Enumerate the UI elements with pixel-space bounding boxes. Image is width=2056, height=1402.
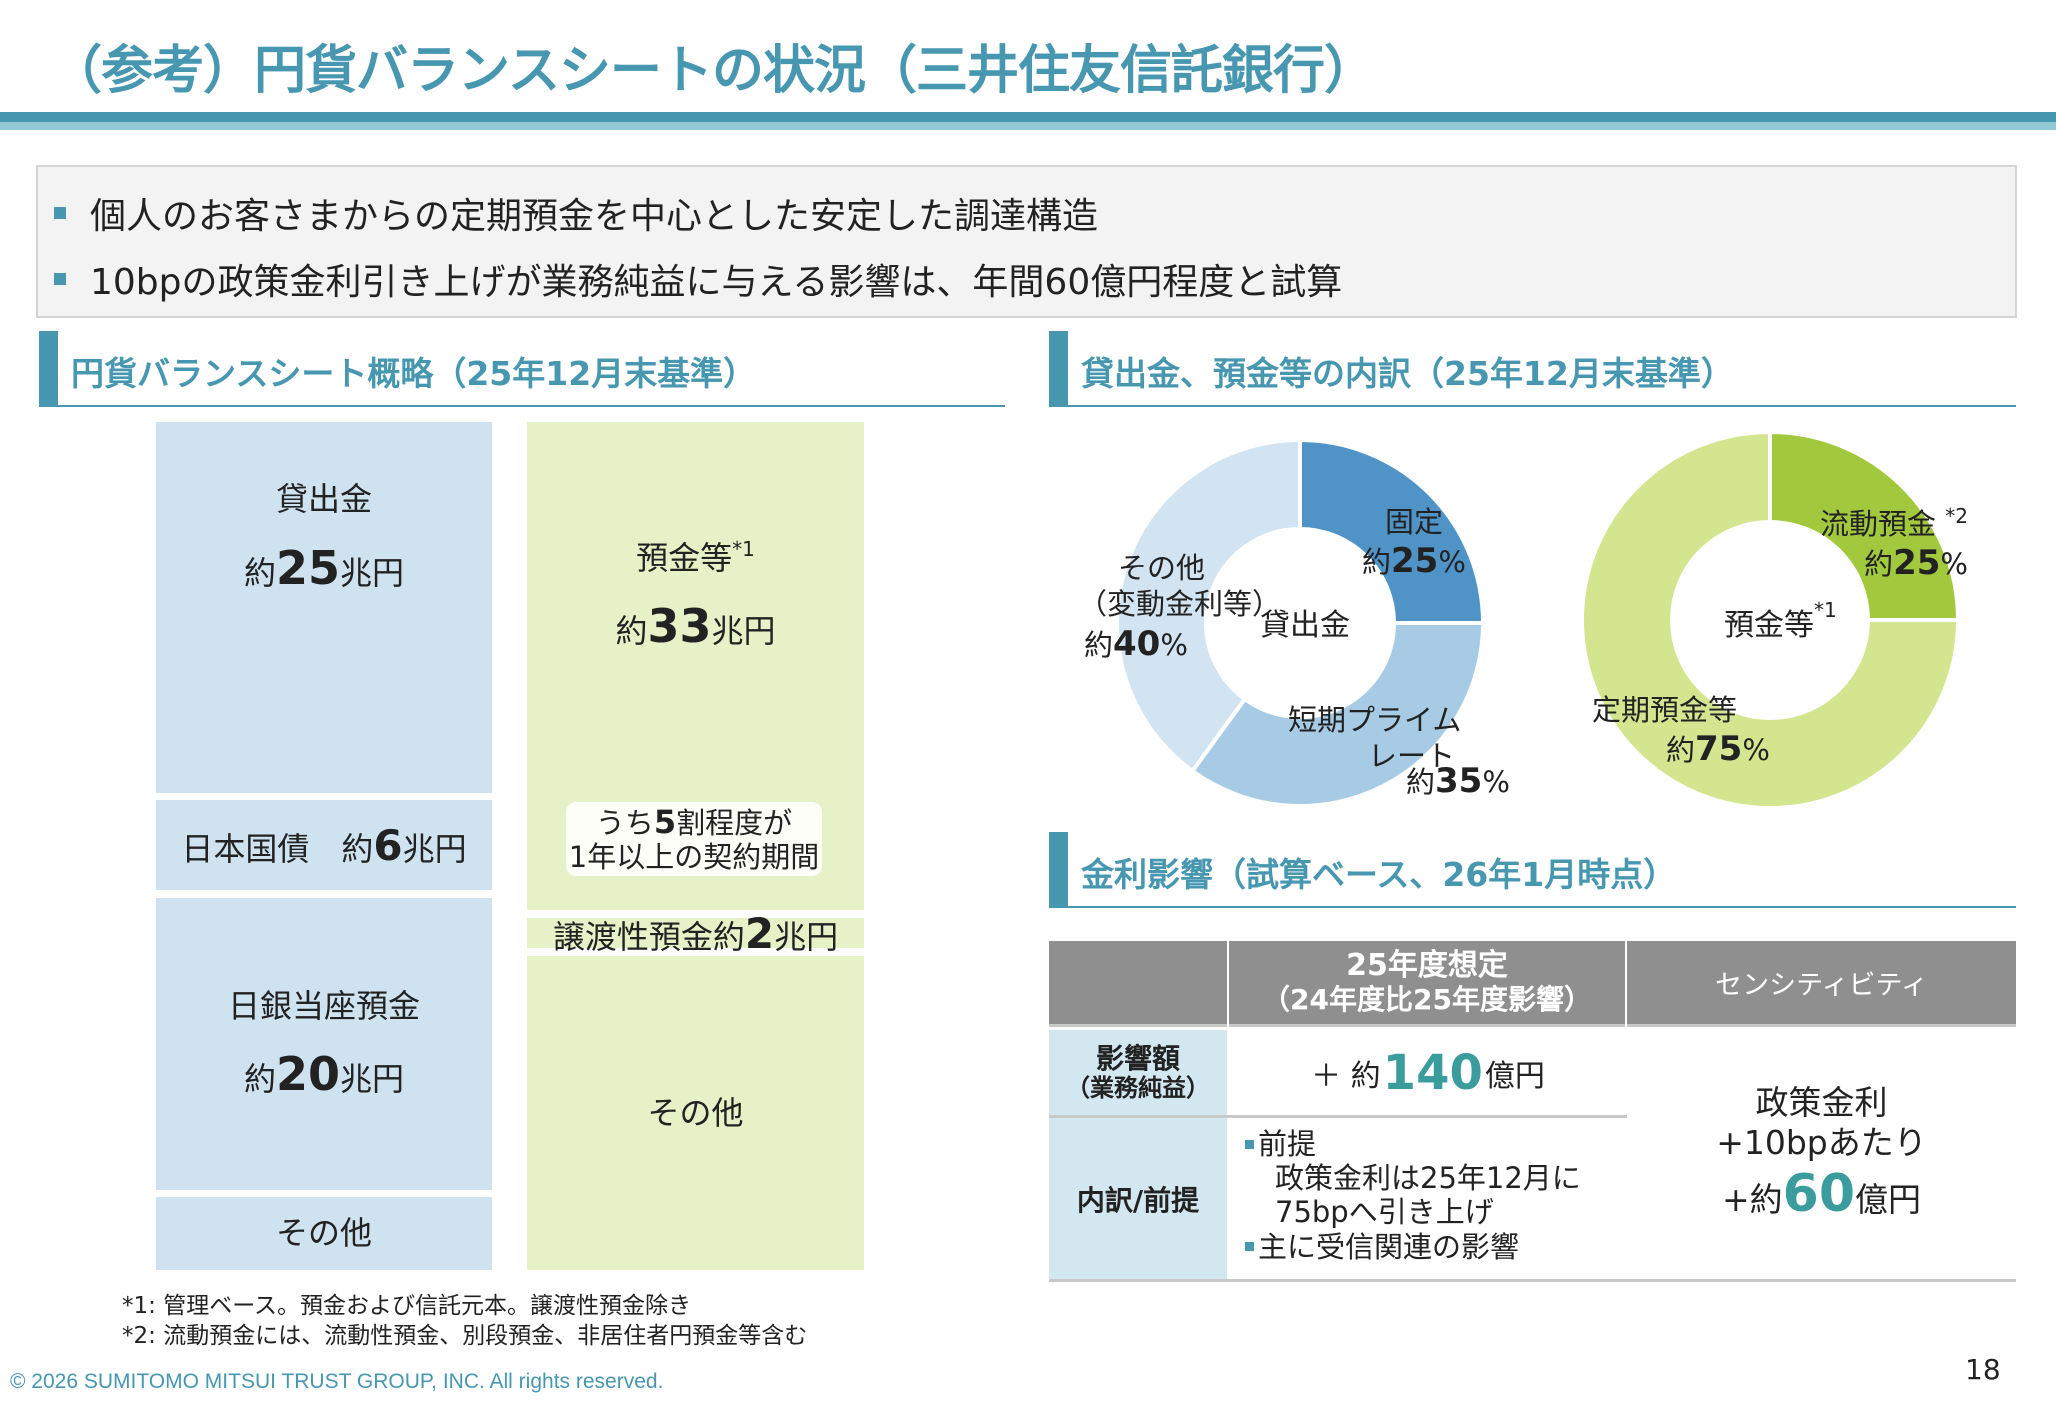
donut-slice-dep-liquid <box>1768 429 1961 622</box>
deposit-term-callout: うち5割程度が 1年以上の契約期間 <box>566 802 822 876</box>
premise-cell: 前提 政策金利は25年12月に 75bpへ引き上げ 主に受信関連の影響 <box>1245 1127 1625 1264</box>
asset-block-jgb: 日本国債 約6兆円 <box>156 800 492 890</box>
donut-label-dep-time: 定期預金等 約75% <box>1592 693 1770 770</box>
donut-slice-loan-fixed <box>1298 437 1486 625</box>
summary-item: 個人のお客さまからの定期預金を中心とした安定した調達構造 <box>54 187 1098 239</box>
section-title: 円貨バランスシート概略（25年12月末基準） <box>71 354 757 393</box>
section-header-rate-impact: 金利影響（試算ベース、26年1月時点） <box>1049 832 2016 908</box>
asset-block-other: その他 <box>156 1197 492 1270</box>
donut-label-loan-prime: 短期プライム レート 約35% <box>1288 703 1510 801</box>
asset-block-boj: 日銀当座預金 約20兆円 <box>156 898 492 1190</box>
donut-slice-loan-other <box>1115 437 1302 774</box>
footnotes: *1: 管理ベース。預金および信託元本。譲渡性預金除き *2: 流動預金には、流… <box>122 1292 807 1352</box>
section-header-balance-sheet: 円貨バランスシート概略（25年12月末基準） <box>39 331 1005 407</box>
table-header-empty <box>1049 941 1227 1027</box>
row-divider <box>1049 1115 1627 1118</box>
section-bar <box>1049 832 1068 908</box>
copyright: © 2026 SUMITOMO MITSUI TRUST GROUP, INC.… <box>10 1370 664 1393</box>
table-bottom-border <box>1049 1279 2016 1282</box>
bullet-square-icon <box>54 273 66 285</box>
footnote-2: *2: 流動預金には、流動性預金、別段預金、非居住者円預金等含む <box>122 1322 808 1349</box>
asset-label: その他 <box>275 1214 372 1253</box>
footnote-1: *1: 管理ベース。預金および信託元本。譲渡性預金除き <box>122 1293 692 1319</box>
section-header-breakdown: 貸出金、預金等の内訳（25年12月末基準） <box>1049 331 2016 407</box>
impact-amount: ＋ 約 140 億円 <box>1311 1045 1545 1101</box>
liability-block-ncd: 譲渡性預金約2兆円 <box>527 909 864 958</box>
rate-impact-table: 25年度想定 （24年度比25年度影響） センシティビティ 影響額 （業務純益）… <box>1049 941 2016 1282</box>
donut-center-label-deposits: 預金等*1 <box>1724 598 1837 643</box>
liability-label: その他 <box>647 1093 744 1132</box>
page-number: 18 <box>1965 1353 2001 1386</box>
liability-amount: 約33兆円 <box>615 599 776 654</box>
bullet-square-icon <box>54 207 66 219</box>
summary-item: 10bpの政策金利引き上げが業務純益に与える影響は、年間60億円程度と試算 <box>54 253 1342 305</box>
asset-amount: 約20兆円 <box>243 1047 405 1102</box>
asset-block-loans: 貸出金 約25兆円 <box>156 422 492 793</box>
title-stripe-dark <box>0 112 2056 122</box>
donut-label-dep-liquid: 流動預金 *2 約25% <box>1820 504 1968 584</box>
table-header-fy25: 25年度想定 （24年度比25年度影響） <box>1229 941 1625 1027</box>
sensitivity-cell: 政策金利 +10bpあたり +約60億円 <box>1716 1082 1927 1225</box>
row-header-impact: 影響額 （業務純益） <box>1049 1030 1227 1116</box>
asset-label: 貸出金 <box>275 480 372 519</box>
donut-slice-dep-time <box>1580 429 1961 810</box>
summary-text: 個人のお客さまからの定期預金を中心とした安定した調達構造 <box>90 196 1099 237</box>
title-stripe-light <box>0 122 2056 130</box>
summary-box: 個人のお客さまからの定期預金を中心とした安定した調達構造 10bpの政策金利引き… <box>36 165 2017 318</box>
page-title: （参考）円貨バランスシートの状況（三井住友信託銀行） <box>50 41 1376 101</box>
section-bar <box>39 331 58 407</box>
liability-block-other: その他 <box>527 956 864 1270</box>
summary-text: 10bpの政策金利引き上げが業務純益に与える影響は、年間60億円程度と試算 <box>90 262 1343 303</box>
section-title: 金利影響（試算ベース、26年1月時点） <box>1081 855 1677 894</box>
table-header-sensitivity: センシティビティ <box>1627 941 2016 1027</box>
liability-label: 預金等*1 <box>636 536 755 577</box>
liability-amount: 譲渡性預金約2兆円 <box>552 908 839 958</box>
asset-amount: 日本国債 約6兆円 <box>181 820 467 870</box>
section-title: 貸出金、預金等の内訳（25年12月末基準） <box>1081 354 1734 393</box>
donut-slice-loan-prime <box>1189 621 1486 808</box>
breakdown-donut-charts <box>1115 429 1961 810</box>
donut-label-loan-other: その他 （変動金利等） 約40% <box>1078 551 1282 664</box>
donut-center-label-loans: 貸出金 <box>1260 608 1350 643</box>
bullet-square-icon <box>1245 1242 1254 1252</box>
asset-label: 日銀当座預金 <box>227 986 420 1025</box>
donut-label-loan-fixed: 固定 約25% <box>1362 505 1466 582</box>
section-bar <box>1049 331 1068 407</box>
row-header-premise: 内訳/前提 <box>1049 1118 1227 1279</box>
bullet-square-icon <box>1245 1139 1254 1149</box>
asset-amount: 約25兆円 <box>243 540 405 595</box>
